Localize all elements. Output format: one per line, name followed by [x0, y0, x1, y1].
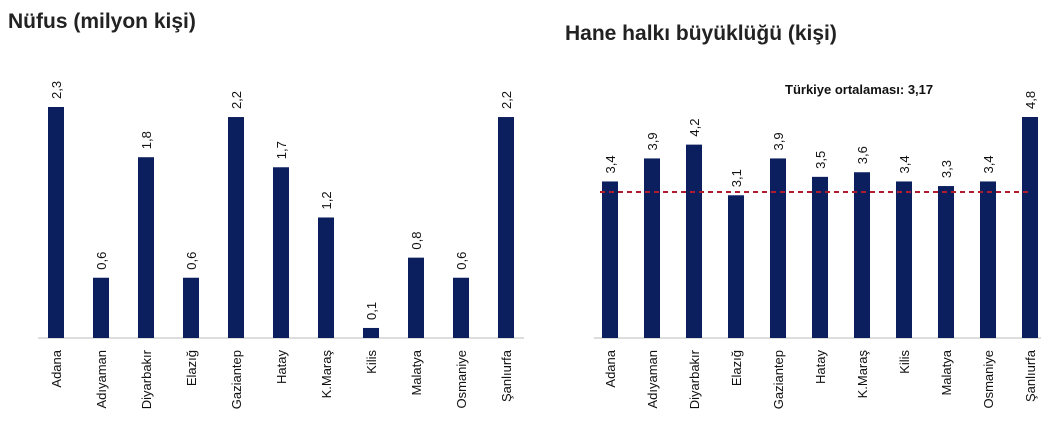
x-tick-label: Adana	[49, 349, 64, 387]
chart-title: Hane halkı büyüklüğü (kişi)	[565, 22, 837, 45]
reference-label: Türkiye ortalaması: 3,17	[785, 82, 933, 97]
value-label: 0,1	[364, 302, 379, 320]
bar	[686, 144, 702, 338]
x-tick-label: Adana	[603, 349, 618, 387]
bar	[363, 327, 379, 338]
bar	[938, 186, 954, 338]
x-tick-label: Elazığ	[729, 350, 744, 386]
value-label: 4,8	[1023, 91, 1038, 109]
value-label: 2,2	[499, 91, 514, 109]
bar	[318, 217, 334, 338]
bar	[183, 277, 199, 338]
bar	[273, 167, 289, 338]
x-tick-label: Şanlıurfa	[499, 349, 514, 402]
x-tick-label: Osmaniye	[981, 350, 996, 409]
x-tick-label: Kilis	[364, 350, 379, 374]
chart-title: Nüfus (milyon kişi)	[8, 10, 196, 33]
x-tick-label: Kilis	[897, 350, 912, 374]
value-label: 1,2	[319, 191, 334, 209]
value-label: 3,4	[897, 155, 912, 173]
x-tick-label: Adıyaman	[645, 350, 660, 409]
value-label: 3,6	[855, 146, 870, 164]
bar	[728, 195, 744, 338]
value-label: 3,5	[813, 151, 828, 169]
bar	[854, 172, 870, 338]
x-tick-label: Diyarbakır	[139, 349, 154, 409]
x-tick-label: Diyarbakır	[687, 349, 702, 409]
bar	[228, 117, 244, 338]
x-tick-label: Adıyaman	[94, 350, 109, 409]
x-tick-label: Gaziantep	[771, 350, 786, 409]
value-label: 0,6	[454, 252, 469, 270]
x-tick-label: Hatay	[813, 350, 828, 384]
value-label: 3,9	[645, 132, 660, 150]
x-tick-label: Malatya	[409, 349, 424, 395]
bar	[93, 277, 109, 338]
bar	[896, 181, 912, 338]
value-label: 1,8	[139, 131, 154, 149]
x-tick-label: K.Maraş	[855, 350, 870, 399]
bar	[812, 176, 828, 338]
x-tick-label: Gaziantep	[229, 350, 244, 409]
bar	[602, 181, 618, 338]
x-tick-label: Osmaniye	[454, 350, 469, 409]
value-label: 3,1	[729, 169, 744, 187]
bar	[1022, 117, 1038, 338]
value-label: 3,3	[939, 160, 954, 178]
value-label: 3,4	[603, 155, 618, 173]
bar	[453, 277, 469, 338]
x-tick-label: Hatay	[274, 350, 289, 384]
bar	[770, 158, 786, 338]
value-label: 3,4	[981, 155, 996, 173]
bar	[644, 158, 660, 338]
bar	[138, 157, 154, 338]
value-label: 0,8	[409, 232, 424, 250]
bar	[408, 257, 424, 338]
x-tick-label: Elazığ	[184, 350, 199, 386]
value-label: 2,3	[49, 81, 64, 99]
x-tick-label: Malatya	[939, 349, 954, 395]
value-label: 0,6	[184, 252, 199, 270]
value-label: 1,7	[274, 141, 289, 159]
value-label: 0,6	[94, 252, 109, 270]
value-label: 4,2	[687, 119, 702, 137]
x-tick-label: K.Maraş	[319, 350, 334, 399]
value-label: 3,9	[771, 132, 786, 150]
bar	[498, 117, 514, 338]
bar	[48, 107, 64, 338]
bar	[980, 181, 996, 338]
value-label: 2,2	[229, 91, 244, 109]
x-tick-label: Şanlıurfa	[1023, 349, 1038, 402]
